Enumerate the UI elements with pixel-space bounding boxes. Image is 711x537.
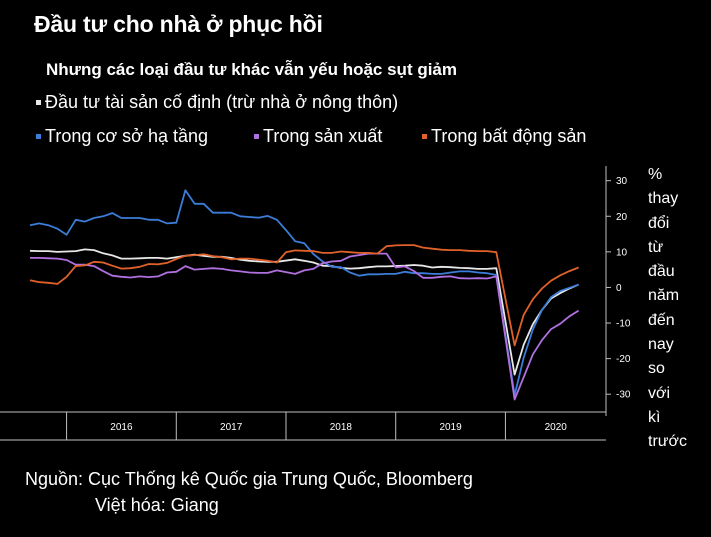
y-tick-label: -30 bbox=[616, 390, 631, 401]
x-year-label: 2020 bbox=[545, 422, 568, 433]
x-year-label: 2016 bbox=[110, 422, 133, 433]
y-tick-label: 10 bbox=[616, 247, 628, 258]
unit-word: thay bbox=[648, 190, 679, 208]
source-note: Nguồn: Cục Thống kê Quốc gia Trung Quốc,… bbox=[25, 469, 473, 489]
y-tick-label: 20 bbox=[616, 212, 628, 223]
y-tick-label: 30 bbox=[616, 176, 628, 187]
legend-label-real-estate: Trong bất động sản bbox=[431, 126, 587, 146]
y-axis-unit-label: % thay đổi từ đầu năm đến nay so với kì trước bbox=[648, 163, 708, 455]
chart-subtitle: Nhưng các loại đầu tư khác vẫn yếu hoặc … bbox=[46, 60, 458, 79]
unit-word: so bbox=[648, 360, 665, 378]
unit-word: đến bbox=[648, 311, 675, 329]
unit-word: đầu bbox=[648, 263, 675, 281]
y-tick-label: 0 bbox=[616, 283, 622, 294]
legend-item-fixed-asset: Đầu tư tài sản cố định (trừ nhà ở nông t… bbox=[36, 92, 398, 113]
legend-swatch-manufacturing bbox=[254, 133, 259, 139]
legend-label-infrastructure: Trong cơ sở hạ tầng bbox=[45, 126, 209, 146]
x-year-label: 2018 bbox=[330, 422, 353, 433]
series-line-4 bbox=[29, 244, 579, 347]
legend-label-fixed-asset: Đầu tư tài sản cố định (trừ nhà ở nông t… bbox=[45, 92, 399, 112]
legend-label-manufacturing: Trong sản xuất bbox=[263, 126, 383, 146]
legend-item-real-estate: Trong bất động sản bbox=[422, 126, 586, 147]
y-tick-label: -20 bbox=[616, 354, 631, 365]
x-year-label: 2017 bbox=[220, 422, 243, 433]
unit-word: kì bbox=[648, 408, 661, 426]
y-tick-label: -10 bbox=[616, 319, 631, 330]
unit-word: năm bbox=[648, 287, 680, 305]
x-year-label: 2019 bbox=[439, 422, 462, 433]
series-line-1 bbox=[29, 248, 579, 376]
legend-item-manufacturing: Trong sản xuất bbox=[254, 126, 382, 147]
unit-word: từ bbox=[648, 238, 664, 256]
legend-swatch-real-estate bbox=[422, 133, 427, 139]
unit-word: nay bbox=[648, 336, 674, 354]
chart-title: Đầu tư cho nhà ở phục hồi bbox=[34, 11, 323, 37]
legend-item-infrastructure: Trong cơ sở hạ tầng bbox=[36, 126, 208, 147]
series-line-3 bbox=[30, 252, 580, 401]
series-line-2 bbox=[29, 189, 579, 397]
translation-credit: Việt hóa: Giang bbox=[95, 495, 219, 515]
unit-word: đổi bbox=[648, 214, 670, 232]
legend-swatch-infrastructure bbox=[36, 133, 41, 139]
unit-word: % bbox=[648, 166, 663, 183]
unit-word: trước bbox=[648, 433, 687, 451]
unit-word: với bbox=[648, 384, 671, 402]
legend-swatch-fixed-asset bbox=[36, 99, 41, 105]
